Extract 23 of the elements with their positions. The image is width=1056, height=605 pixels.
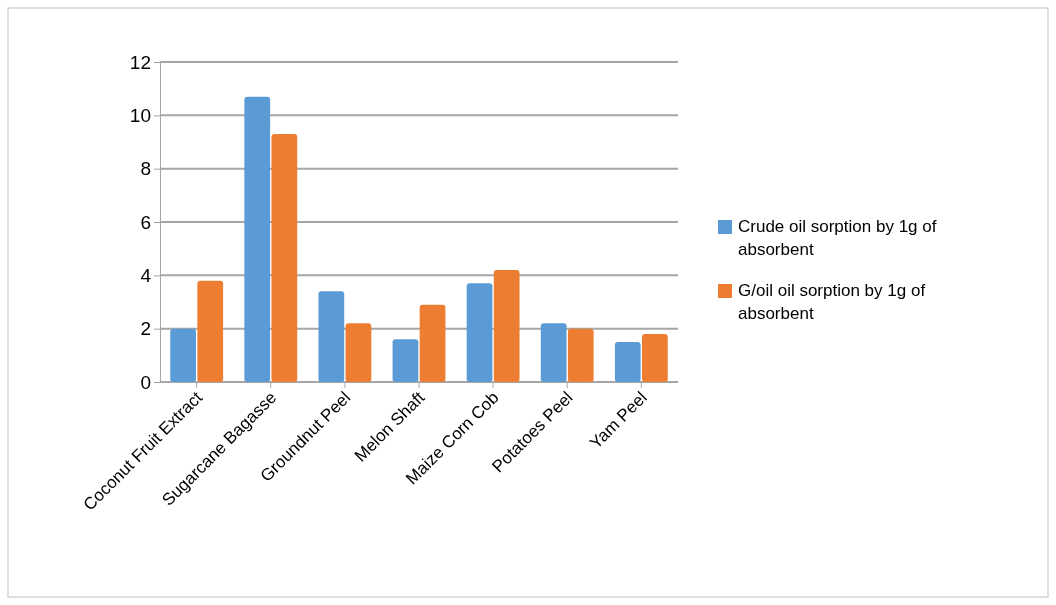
y-tick-label: 4: [140, 264, 152, 286]
bar: [271, 134, 298, 382]
bar: [493, 270, 520, 382]
bar: [197, 280, 224, 382]
bar: [392, 339, 419, 382]
bar: [170, 328, 196, 382]
bar: [318, 291, 345, 382]
y-tick-label: 10: [129, 104, 151, 126]
legend-label: G/oil oil sorption by 1g of absorbent: [738, 281, 926, 323]
bar: [419, 304, 446, 382]
bar: [244, 96, 271, 382]
y-tick-label: 0: [140, 371, 151, 393]
bar: [642, 334, 668, 382]
y-tick-label: 6: [140, 211, 151, 233]
bar: [466, 283, 493, 382]
y-tick-label: 12: [129, 51, 151, 73]
y-tick-label: 8: [140, 158, 151, 180]
bar: [567, 328, 594, 382]
bar: [345, 323, 372, 382]
y-tick-label: 2: [140, 318, 151, 340]
legend-label: Crude oil sorption by 1g of absorbent: [738, 217, 937, 259]
bar: [540, 323, 567, 382]
bar: [614, 342, 641, 382]
